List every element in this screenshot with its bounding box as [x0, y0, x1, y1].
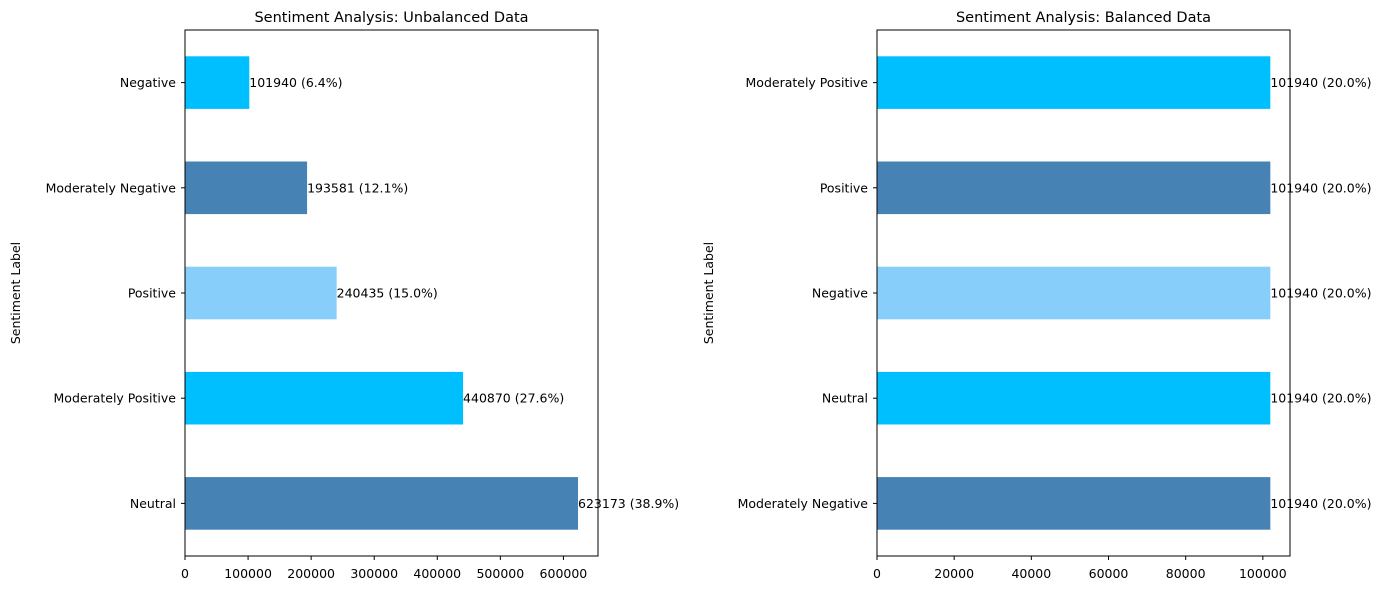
xtick-label: 300000 — [350, 566, 398, 581]
y-axis-label: Sentiment Label — [701, 242, 716, 344]
data-label-negative: 101940 (20.0%) — [1270, 286, 1371, 301]
xtick-label: 0 — [181, 566, 189, 581]
bar-moderately-negative — [185, 161, 308, 215]
data-label-moderately-negative: 193581 (12.1%) — [307, 180, 408, 195]
bar-moderately-positive — [877, 56, 1271, 109]
bar-positive — [877, 161, 1271, 215]
bar-neutral — [185, 477, 579, 530]
xtick-label: 200000 — [287, 566, 335, 581]
bar-positive — [185, 266, 337, 320]
y-axis-label: Sentiment Label — [8, 242, 23, 344]
bar-moderately-negative — [877, 477, 1271, 530]
bar-negative — [185, 56, 250, 109]
xtick-label: 100000 — [1239, 566, 1287, 581]
chart-title: Sentiment Analysis: Unbalanced Data — [254, 10, 528, 26]
ytick-label-moderately-positive: Moderately Positive — [746, 75, 869, 90]
bar-negative — [877, 266, 1271, 320]
chart-title: Sentiment Analysis: Balanced Data — [956, 10, 1211, 26]
xtick-label: 80000 — [1166, 566, 1206, 581]
xtick-label: 40000 — [1011, 566, 1051, 581]
ytick-label-neutral: Neutral — [822, 391, 868, 406]
data-label-neutral: 623173 (38.9%) — [578, 496, 679, 511]
data-label-moderately-positive: 440870 (27.6%) — [463, 391, 564, 406]
bar-neutral — [877, 371, 1271, 425]
data-label-moderately-negative: 101940 (20.0%) — [1270, 496, 1371, 511]
data-label-negative: 101940 (6.4%) — [249, 75, 342, 90]
ytick-label-moderately-negative: Moderately Negative — [46, 180, 177, 195]
ytick-label-negative: Negative — [812, 286, 868, 301]
ytick-label-positive: Positive — [820, 180, 868, 195]
ytick-label-moderately-positive: Moderately Positive — [54, 391, 177, 406]
xtick-label: 20000 — [934, 566, 974, 581]
ytick-label-positive: Positive — [128, 286, 176, 301]
data-label-moderately-positive: 101940 (20.0%) — [1270, 75, 1371, 90]
ytick-label-neutral: Neutral — [130, 496, 176, 511]
ytick-label-negative: Negative — [120, 75, 176, 90]
chart-unbalanced: Neutral Moderately Positive Positive Modera… — [8, 10, 679, 581]
ytick-label-moderately-negative: Moderately Negative — [738, 496, 869, 511]
bar-moderately-positive — [185, 371, 464, 425]
xtick-label: 0 — [873, 566, 881, 581]
data-label-neutral: 101940 (20.0%) — [1270, 391, 1371, 406]
chart-balanced: Moderately Negative Neutral Negative Positi… — [701, 10, 1371, 581]
data-label-positive: 101940 (20.0%) — [1270, 180, 1371, 195]
xtick-label: 60000 — [1089, 566, 1129, 581]
xtick-label: 100000 — [224, 566, 272, 581]
xtick-label: 600000 — [540, 566, 588, 581]
xtick-label: 500000 — [476, 566, 524, 581]
xtick-label: 400000 — [413, 566, 461, 581]
data-label-positive: 240435 (15.0%) — [337, 286, 438, 301]
